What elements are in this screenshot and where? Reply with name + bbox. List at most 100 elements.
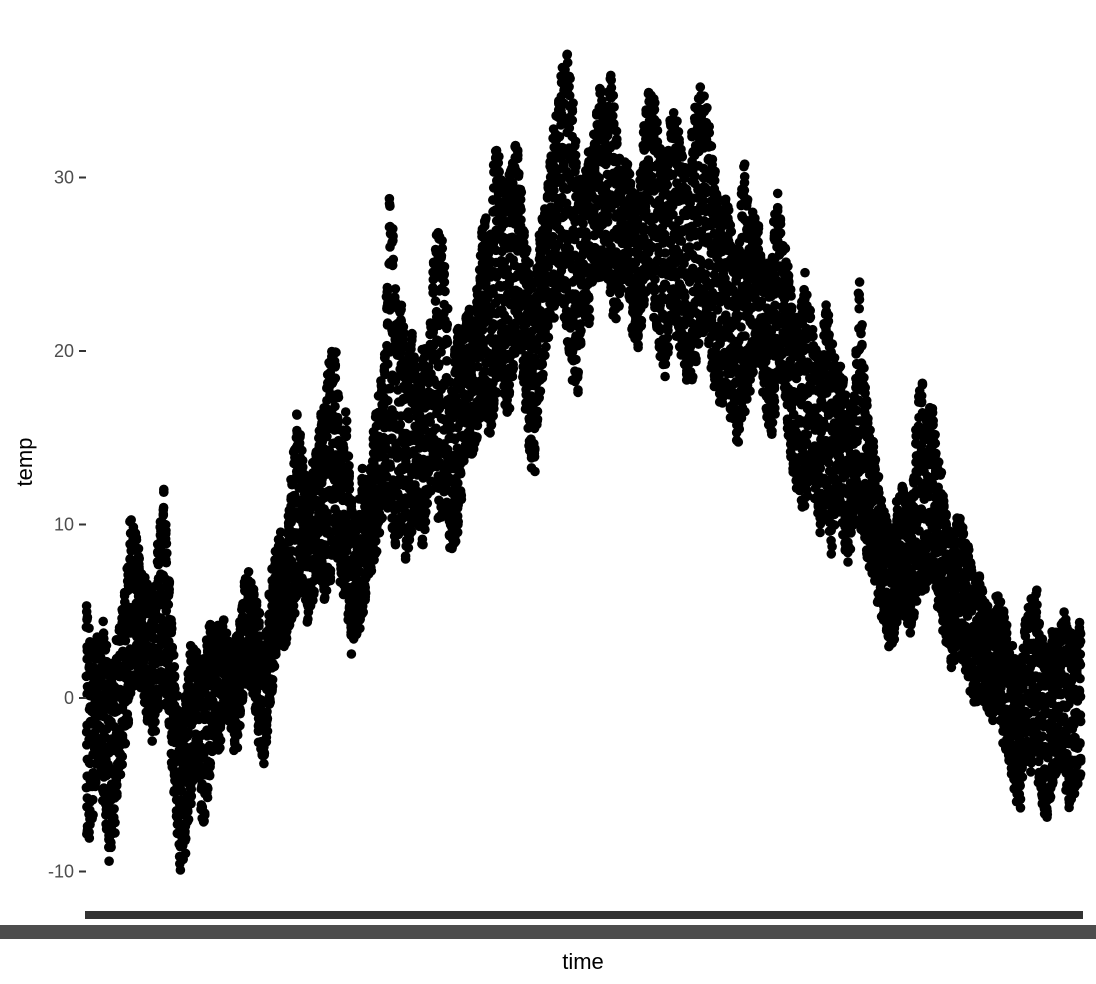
data-point bbox=[452, 527, 463, 538]
data-point bbox=[341, 431, 352, 442]
data-point bbox=[254, 621, 264, 631]
data-point bbox=[333, 392, 344, 403]
data-point bbox=[390, 539, 401, 550]
data-point bbox=[441, 323, 452, 334]
data-point bbox=[529, 452, 540, 462]
data-point bbox=[567, 115, 578, 126]
data-point bbox=[164, 587, 174, 598]
data-point bbox=[442, 356, 452, 366]
data-point bbox=[543, 332, 554, 343]
data-point bbox=[215, 735, 226, 746]
data-point bbox=[540, 350, 550, 361]
data-point bbox=[422, 498, 433, 509]
data-point bbox=[514, 168, 524, 179]
data-point bbox=[377, 513, 388, 523]
data-point bbox=[110, 828, 120, 838]
data-point bbox=[202, 782, 213, 793]
data-point bbox=[608, 111, 618, 121]
data-point bbox=[162, 548, 172, 558]
data-point bbox=[383, 359, 393, 369]
data-point bbox=[235, 706, 245, 717]
data-point bbox=[524, 258, 534, 268]
data-point bbox=[537, 373, 548, 383]
data-point bbox=[150, 717, 160, 727]
data-point bbox=[400, 551, 411, 561]
data-point bbox=[441, 334, 452, 345]
data-point bbox=[163, 599, 174, 610]
data-point bbox=[388, 224, 398, 234]
data-point bbox=[308, 595, 318, 606]
data-point bbox=[575, 328, 585, 339]
data-point bbox=[120, 635, 131, 646]
data-point bbox=[532, 406, 543, 417]
data-point bbox=[614, 300, 624, 311]
data-point bbox=[418, 539, 428, 550]
data-point bbox=[440, 286, 450, 297]
data-point bbox=[325, 565, 336, 576]
data-point bbox=[532, 415, 543, 426]
data-point bbox=[507, 362, 517, 373]
data-point bbox=[232, 742, 243, 753]
data-point bbox=[395, 419, 406, 430]
data-point bbox=[360, 586, 370, 596]
data-point bbox=[633, 339, 643, 350]
data-point bbox=[594, 173, 604, 183]
data-point bbox=[622, 159, 633, 170]
data-point bbox=[109, 804, 119, 814]
data-point bbox=[331, 347, 341, 358]
data-point bbox=[383, 395, 393, 406]
data-point bbox=[382, 282, 393, 293]
data-point bbox=[344, 473, 354, 484]
data-point bbox=[357, 609, 367, 619]
data-point bbox=[541, 342, 551, 352]
data-point bbox=[133, 543, 144, 554]
data-point bbox=[385, 201, 395, 211]
data-point bbox=[147, 736, 157, 746]
data-point bbox=[346, 649, 357, 659]
data-point bbox=[431, 423, 441, 434]
data-point bbox=[102, 724, 112, 734]
data-point bbox=[87, 813, 97, 824]
data-point bbox=[199, 816, 209, 826]
data-point bbox=[82, 614, 92, 625]
data-point bbox=[117, 751, 128, 762]
data-point bbox=[573, 369, 583, 379]
data-point bbox=[606, 75, 616, 85]
data-point bbox=[123, 719, 133, 729]
data-point bbox=[202, 792, 213, 803]
data-point bbox=[570, 136, 581, 147]
data-point bbox=[131, 532, 142, 543]
data-point bbox=[152, 693, 163, 703]
data-point bbox=[455, 468, 466, 479]
data-point bbox=[221, 628, 232, 638]
data-point bbox=[169, 672, 180, 683]
data-point bbox=[281, 638, 291, 648]
data-point bbox=[357, 463, 368, 474]
data-point bbox=[583, 304, 594, 314]
data-point bbox=[309, 586, 319, 597]
data-point bbox=[638, 295, 649, 306]
data-point bbox=[633, 330, 643, 340]
data-point bbox=[161, 520, 171, 530]
data-point bbox=[186, 798, 196, 809]
data-point bbox=[112, 791, 122, 801]
data-point bbox=[341, 416, 352, 426]
data-point bbox=[439, 269, 450, 279]
data-point bbox=[249, 589, 259, 599]
data-point bbox=[512, 153, 523, 164]
data-point bbox=[442, 303, 453, 314]
data-point bbox=[504, 403, 515, 414]
data-point bbox=[330, 401, 340, 412]
data-point bbox=[403, 543, 414, 553]
data-point bbox=[385, 459, 395, 469]
data-point bbox=[186, 791, 197, 801]
data-point bbox=[343, 451, 354, 461]
data-point bbox=[159, 484, 169, 495]
data-point bbox=[515, 184, 526, 195]
data-point bbox=[611, 126, 622, 136]
data-point bbox=[167, 642, 177, 653]
data-point bbox=[611, 313, 621, 324]
data-point bbox=[115, 769, 126, 780]
data-point bbox=[104, 856, 114, 866]
